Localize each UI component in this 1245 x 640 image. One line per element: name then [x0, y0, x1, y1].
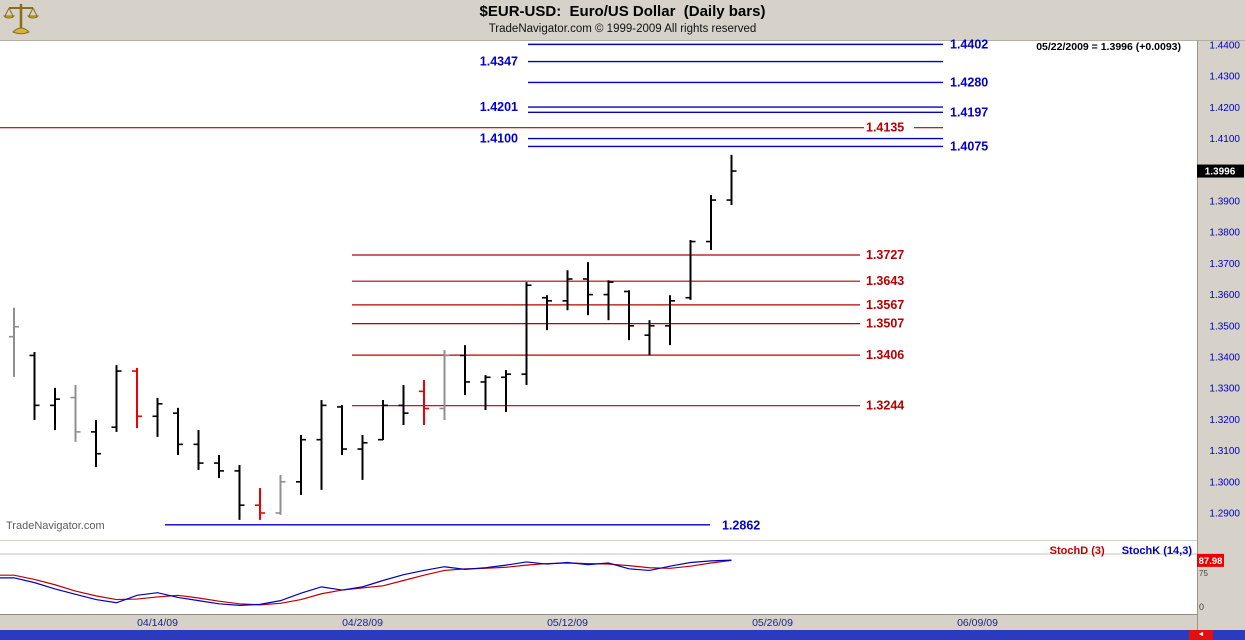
- stoch-value-marker: 87.98: [1199, 556, 1223, 567]
- y-axis-tick: 1.3600: [1209, 290, 1240, 301]
- y-axis-tick: 1.3500: [1209, 321, 1240, 332]
- y-axis-tick: 1.3800: [1209, 228, 1240, 239]
- stochk-legend-label[interactable]: StochK (14,3): [1121, 545, 1192, 557]
- x-axis-label: 04/14/09: [137, 617, 178, 629]
- y-axis-tick: 1.3700: [1209, 259, 1240, 270]
- last-price-marker-bg: [1197, 164, 1244, 178]
- y-axis-tick: 1.4400: [1209, 41, 1240, 52]
- y-axis-tick: 1.3300: [1209, 384, 1240, 395]
- chart-title: $EUR-USD: Euro/US Dollar (Daily bars): [479, 3, 766, 20]
- copyright-text: TradeNavigator.com © 1999-2009 All right…: [488, 23, 757, 35]
- x-axis-label: 06/09/09: [957, 617, 998, 629]
- y-axis-tick: 1.2900: [1209, 509, 1240, 520]
- y-axis-tick: 1.4100: [1209, 134, 1240, 145]
- stoch-axis-0-label: 0: [1199, 602, 1204, 612]
- y-axis-tick: 1.3000: [1209, 477, 1240, 488]
- y-axis-tick: 1.3100: [1209, 446, 1240, 457]
- scroll-left-icon: ◄: [1197, 631, 1205, 638]
- price-chart-canvas[interactable]: [0, 40, 1197, 540]
- watermark-text: TradeNavigator.com: [6, 520, 105, 532]
- scroll-left-button[interactable]: ◄: [1189, 630, 1213, 640]
- header-bar: $EUR-USD: Euro/US Dollar (Daily bars) Tr…: [0, 0, 1245, 40]
- stoch-axis-75-label: 75: [1199, 569, 1208, 578]
- y-axis-tick: 1.4200: [1209, 103, 1240, 114]
- stoch-legend: StochD (3) StochK (14,3): [1050, 545, 1192, 557]
- x-axis-label: 04/28/09: [342, 617, 383, 629]
- stoch-panel-canvas[interactable]: [0, 541, 1197, 615]
- y-axis-tick: 1.3200: [1209, 415, 1240, 426]
- y-axis-tick: 1.3900: [1209, 197, 1240, 208]
- y-axis-tick: 1.4300: [1209, 72, 1240, 83]
- stochd-legend-label[interactable]: StochD (3): [1049, 545, 1105, 557]
- x-axis-label: 05/12/09: [547, 617, 588, 629]
- y-axis-tick: 1.4000: [1209, 165, 1240, 176]
- x-axis-label: 05/26/09: [752, 617, 793, 629]
- stoch-marker-bg: [1197, 553, 1224, 567]
- last-price-marker: 1.3996: [1205, 167, 1236, 178]
- horizontal-scrollbar[interactable]: ◄: [0, 630, 1245, 640]
- app-logo-icon: [2, 1, 40, 37]
- last-quote-info: 05/22/2009 = 1.3996 (+0.0093): [1036, 41, 1181, 53]
- y-axis-tick: 1.3400: [1209, 353, 1240, 364]
